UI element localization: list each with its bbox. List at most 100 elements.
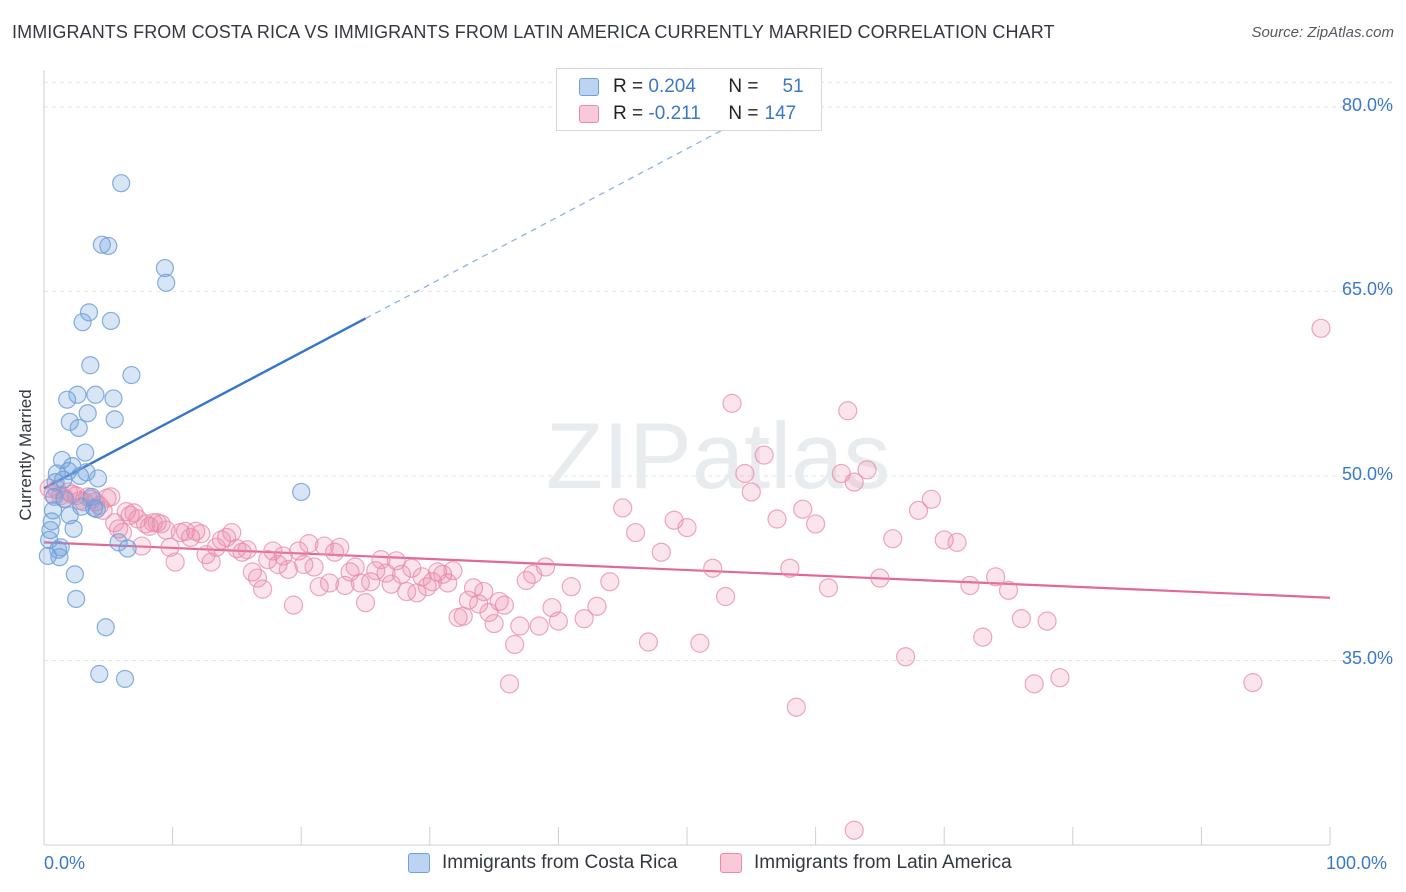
- legend-swatch-costa-rica: [408, 853, 430, 873]
- costa-rica-point: [73, 313, 92, 332]
- stats-r-value: -0.211: [648, 103, 701, 124]
- latin-america-point: [574, 609, 594, 629]
- latin-america-point: [767, 509, 787, 529]
- costa-rica-point: [122, 365, 141, 385]
- latin-america-point: [453, 606, 473, 626]
- latin-america-point: [754, 445, 774, 465]
- latin-america-point: [986, 567, 1006, 587]
- latin-america-point: [690, 633, 710, 653]
- latin-america-point: [625, 522, 646, 543]
- stats-swatch-latin-america: [579, 105, 599, 123]
- latin-america-point: [908, 500, 929, 520]
- costa-rica-point: [49, 540, 68, 559]
- latin-america-point: [391, 564, 412, 584]
- latin-america-point: [1011, 609, 1031, 629]
- latin-america-point: [165, 552, 185, 572]
- legend-item-costa-rica[interactable]: Immigrants from Costa Rica: [408, 852, 677, 874]
- costa-rica-point: [64, 519, 83, 538]
- latin-america-point: [283, 595, 304, 615]
- latin-america-point: [973, 627, 993, 647]
- latin-america-point: [998, 580, 1019, 600]
- latin-america-point: [227, 538, 247, 559]
- stats-n-value: 51: [782, 76, 804, 97]
- latin-america-point: [529, 616, 549, 636]
- latin-america-point: [786, 697, 806, 717]
- latin-america-point: [838, 401, 858, 421]
- latin-america-point: [1050, 668, 1070, 688]
- legend-swatch-latin-america: [720, 853, 742, 873]
- latin-america-point: [474, 581, 494, 602]
- latin-america-point: [651, 542, 671, 562]
- latin-america-point: [412, 567, 432, 587]
- latin-america-point: [638, 632, 659, 652]
- latin-america-point: [232, 542, 252, 562]
- latin-america-point: [510, 616, 530, 636]
- x-tick-min: 0.0%: [44, 853, 86, 873]
- costa-rica-point: [67, 589, 86, 609]
- costa-rica-point: [77, 463, 96, 482]
- latin-america-point: [722, 393, 742, 413]
- latin-america-point: [805, 514, 826, 534]
- latin-america-point: [299, 534, 319, 554]
- latin-america-point: [1311, 318, 1331, 338]
- latin-america-point: [422, 572, 442, 592]
- latin-america-point: [355, 593, 376, 613]
- stats-swatch-costa-rica: [579, 78, 599, 96]
- latin-america-point: [921, 489, 941, 509]
- costa-rica-point: [87, 500, 106, 519]
- legend-item-latin-america[interactable]: Immigrants from Latin America: [720, 852, 1012, 874]
- latin-america-point: [715, 586, 736, 607]
- latin-america-point: [151, 514, 171, 534]
- latin-america-point: [309, 577, 329, 597]
- costa-rica-point: [60, 412, 79, 431]
- costa-rica-point: [81, 356, 100, 375]
- y-tick-label: 80.0%: [1341, 94, 1393, 115]
- latin-america-point: [499, 674, 520, 694]
- stats-n-label: N =: [728, 103, 759, 124]
- latin-america-point: [108, 519, 129, 539]
- costa-rica-point: [118, 539, 137, 558]
- axes: [43, 70, 1331, 846]
- costa-rica-point: [65, 565, 84, 584]
- y-tick-label: 50.0%: [1341, 463, 1393, 484]
- chart-title: IMMIGRANTS FROM COSTA RICA VS IMMIGRANTS…: [12, 22, 1055, 42]
- latin-america-point: [548, 611, 569, 631]
- costa-rica-point: [55, 490, 74, 509]
- latin-america-point: [181, 527, 201, 548]
- stats-n-value: 147: [764, 103, 797, 124]
- latin-america-point: [345, 557, 365, 577]
- y-tick-label: 65.0%: [1341, 279, 1393, 300]
- latin-america-point: [376, 563, 396, 583]
- costa-rica-point: [157, 273, 176, 292]
- y-tick-label: 35.0%: [1341, 648, 1393, 669]
- latin-america-point: [247, 568, 268, 588]
- stats-row-latin-america: R = -0.211 N = 147: [579, 102, 796, 126]
- latin-america-point: [319, 573, 340, 593]
- costa-rica-point: [58, 390, 77, 409]
- latin-america-point: [896, 647, 916, 667]
- latin-america-point: [587, 596, 607, 616]
- trend-lines: [43, 127, 1331, 599]
- stats-r-label: R =: [613, 103, 644, 124]
- latin-america-point: [489, 591, 509, 612]
- latin-america-point: [361, 572, 381, 592]
- costa-rica-point: [92, 235, 111, 254]
- latin-america-point: [443, 561, 463, 581]
- latin-america-point: [870, 568, 890, 588]
- stats-row-costa-rica: R = 0.204 N = 51: [579, 75, 804, 99]
- latin-america-point: [116, 502, 136, 522]
- costa-rica-point: [155, 258, 174, 278]
- y-axis-label: Currently Married: [16, 389, 35, 521]
- source-label: Source: ZipAtlas.com: [1251, 24, 1394, 41]
- costa-rica-point: [90, 664, 109, 684]
- latin-america-point: [330, 537, 350, 557]
- latin-america-point: [600, 572, 620, 592]
- latin-america-point: [857, 460, 877, 480]
- latin-america-point: [458, 590, 478, 610]
- latin-america-point: [160, 537, 180, 557]
- latin-america-point: [741, 482, 761, 502]
- latin-america-point: [222, 522, 242, 543]
- latin-america-point: [735, 463, 755, 484]
- costa-rica-point: [78, 404, 97, 423]
